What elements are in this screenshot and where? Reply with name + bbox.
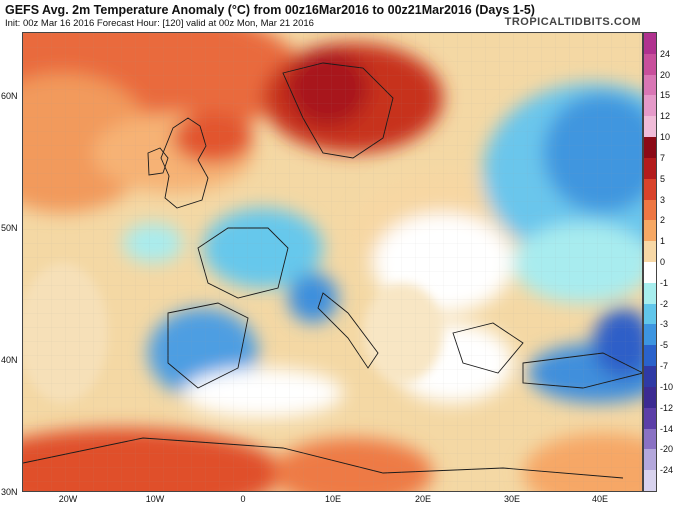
colorbar-segment <box>644 220 656 242</box>
colorbar-tick-label: 15 <box>660 90 671 101</box>
lat-label-30n: 30N <box>1 487 18 497</box>
colorbar-segment <box>644 157 656 180</box>
colorbar-segment <box>644 282 656 305</box>
colorbar-segment <box>644 116 656 138</box>
colorbar-tick-label: -7 <box>660 361 669 372</box>
colorbar-segment <box>644 449 656 471</box>
map-subtitle: Init: 00z Mar 16 2016 Forecast Hour: [12… <box>5 18 314 29</box>
anomaly-map <box>22 32 643 492</box>
lon-label-40e: 40E <box>591 494 609 504</box>
colorbar <box>643 32 657 492</box>
colorbar-segment <box>644 33 656 55</box>
colorbar-tick-label: 24 <box>660 48 671 59</box>
colorbar-segment <box>644 53 656 76</box>
colorbar-tick-label: -20 <box>660 444 674 455</box>
colorbar-segment <box>644 303 656 325</box>
colorbar-segment <box>644 324 656 346</box>
colorbar-tick-label: -2 <box>660 298 669 309</box>
map-field <box>23 33 642 491</box>
colorbar-tick-label: 5 <box>660 173 666 184</box>
lat-label-40n: 40N <box>1 355 18 365</box>
colorbar-tick-label: 2 <box>660 215 666 226</box>
map-title: GEFS Avg. 2m Temperature Anomaly (°C) fr… <box>5 3 535 17</box>
colorbar-segment <box>644 137 656 159</box>
colorbar-segment <box>644 366 656 388</box>
colorbar-segment <box>644 386 656 409</box>
colorbar-tick-label: 1 <box>660 236 666 247</box>
colorbar-tick-label: -24 <box>660 465 674 476</box>
colorbar-tick-label: 7 <box>660 152 666 163</box>
lat-label-50n: 50N <box>1 223 18 233</box>
brand-logo-text: TROPICALTIDBITS.COM <box>504 16 641 28</box>
colorbar-tick-label: 0 <box>660 257 666 267</box>
colorbar-tick-label: -5 <box>660 340 669 351</box>
colorbar-segment <box>644 95 656 117</box>
colorbar-segment <box>644 428 656 450</box>
colorbar-tick-label: -3 <box>660 319 669 330</box>
colorbar-tick-label: -10 <box>660 381 674 392</box>
lon-label-20e: 20E <box>414 494 432 504</box>
lon-label-10w: 10W <box>145 494 165 504</box>
colorbar-tick-label: 10 <box>660 132 671 143</box>
colorbar-tick-label: 20 <box>660 69 671 80</box>
colorbar-segment <box>644 407 656 430</box>
colorbar-segment <box>644 241 656 263</box>
lon-label-30e: 30E <box>503 494 521 504</box>
lon-label-0: 0 <box>240 494 246 504</box>
colorbar-segment <box>644 74 656 96</box>
colorbar-segment <box>644 199 656 221</box>
colorbar-tick-label: 12 <box>660 111 671 122</box>
lat-label-60n: 60N <box>1 91 18 101</box>
colorbar-tick-label: 3 <box>660 194 666 205</box>
colorbar-segment <box>644 470 656 492</box>
colorbar-tick-label: -1 <box>660 277 669 288</box>
colorbar-tick-label: -12 <box>660 402 674 413</box>
lon-label-20w: 20W <box>58 494 78 504</box>
lon-label-10e: 10E <box>324 494 342 504</box>
colorbar-tick-label: -14 <box>660 423 674 434</box>
colorbar-segment <box>644 178 656 201</box>
colorbar-segment <box>644 345 656 367</box>
colorbar-segment <box>644 262 656 284</box>
header: GEFS Avg. 2m Temperature Anomaly (°C) fr… <box>0 0 687 32</box>
